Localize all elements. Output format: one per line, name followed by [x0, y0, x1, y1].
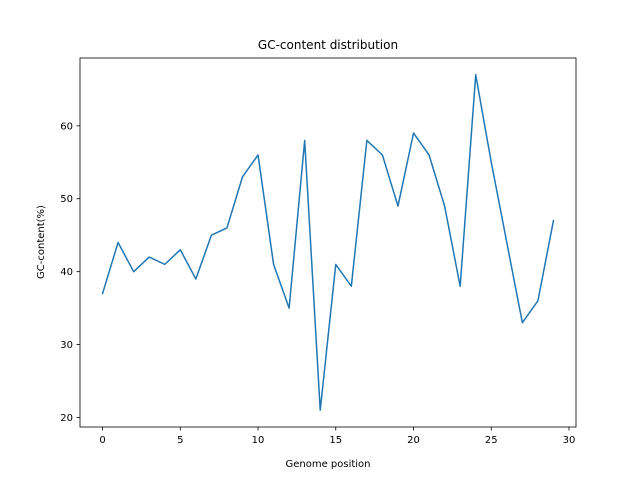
chart-title: GC-content distribution [258, 38, 398, 52]
x-tick-label: 30 [563, 435, 576, 446]
y-tick-label: 60 [60, 121, 73, 132]
x-axis-label: Genome position [285, 459, 370, 470]
y-axis-label: GC-content(%) [36, 205, 47, 279]
y-tick-label: 30 [60, 340, 73, 351]
x-tick-label: 10 [252, 435, 265, 446]
x-tick-label: 25 [485, 435, 498, 446]
x-tick-label: 0 [99, 435, 105, 446]
y-tick-label: 50 [60, 194, 73, 205]
plot-area [101, 74, 555, 411]
x-axis: 0 5 10 15 20 25 30 [99, 427, 575, 446]
plot-frame [79, 57, 577, 428]
series-line [101, 74, 555, 411]
x-tick-label: 5 [177, 435, 183, 446]
y-axis: 20 30 40 50 60 [60, 121, 80, 424]
y-tick-label: 40 [60, 267, 73, 278]
x-tick-label: 15 [329, 435, 342, 446]
x-tick-label: 20 [407, 435, 420, 446]
y-tick-label: 20 [60, 413, 73, 424]
